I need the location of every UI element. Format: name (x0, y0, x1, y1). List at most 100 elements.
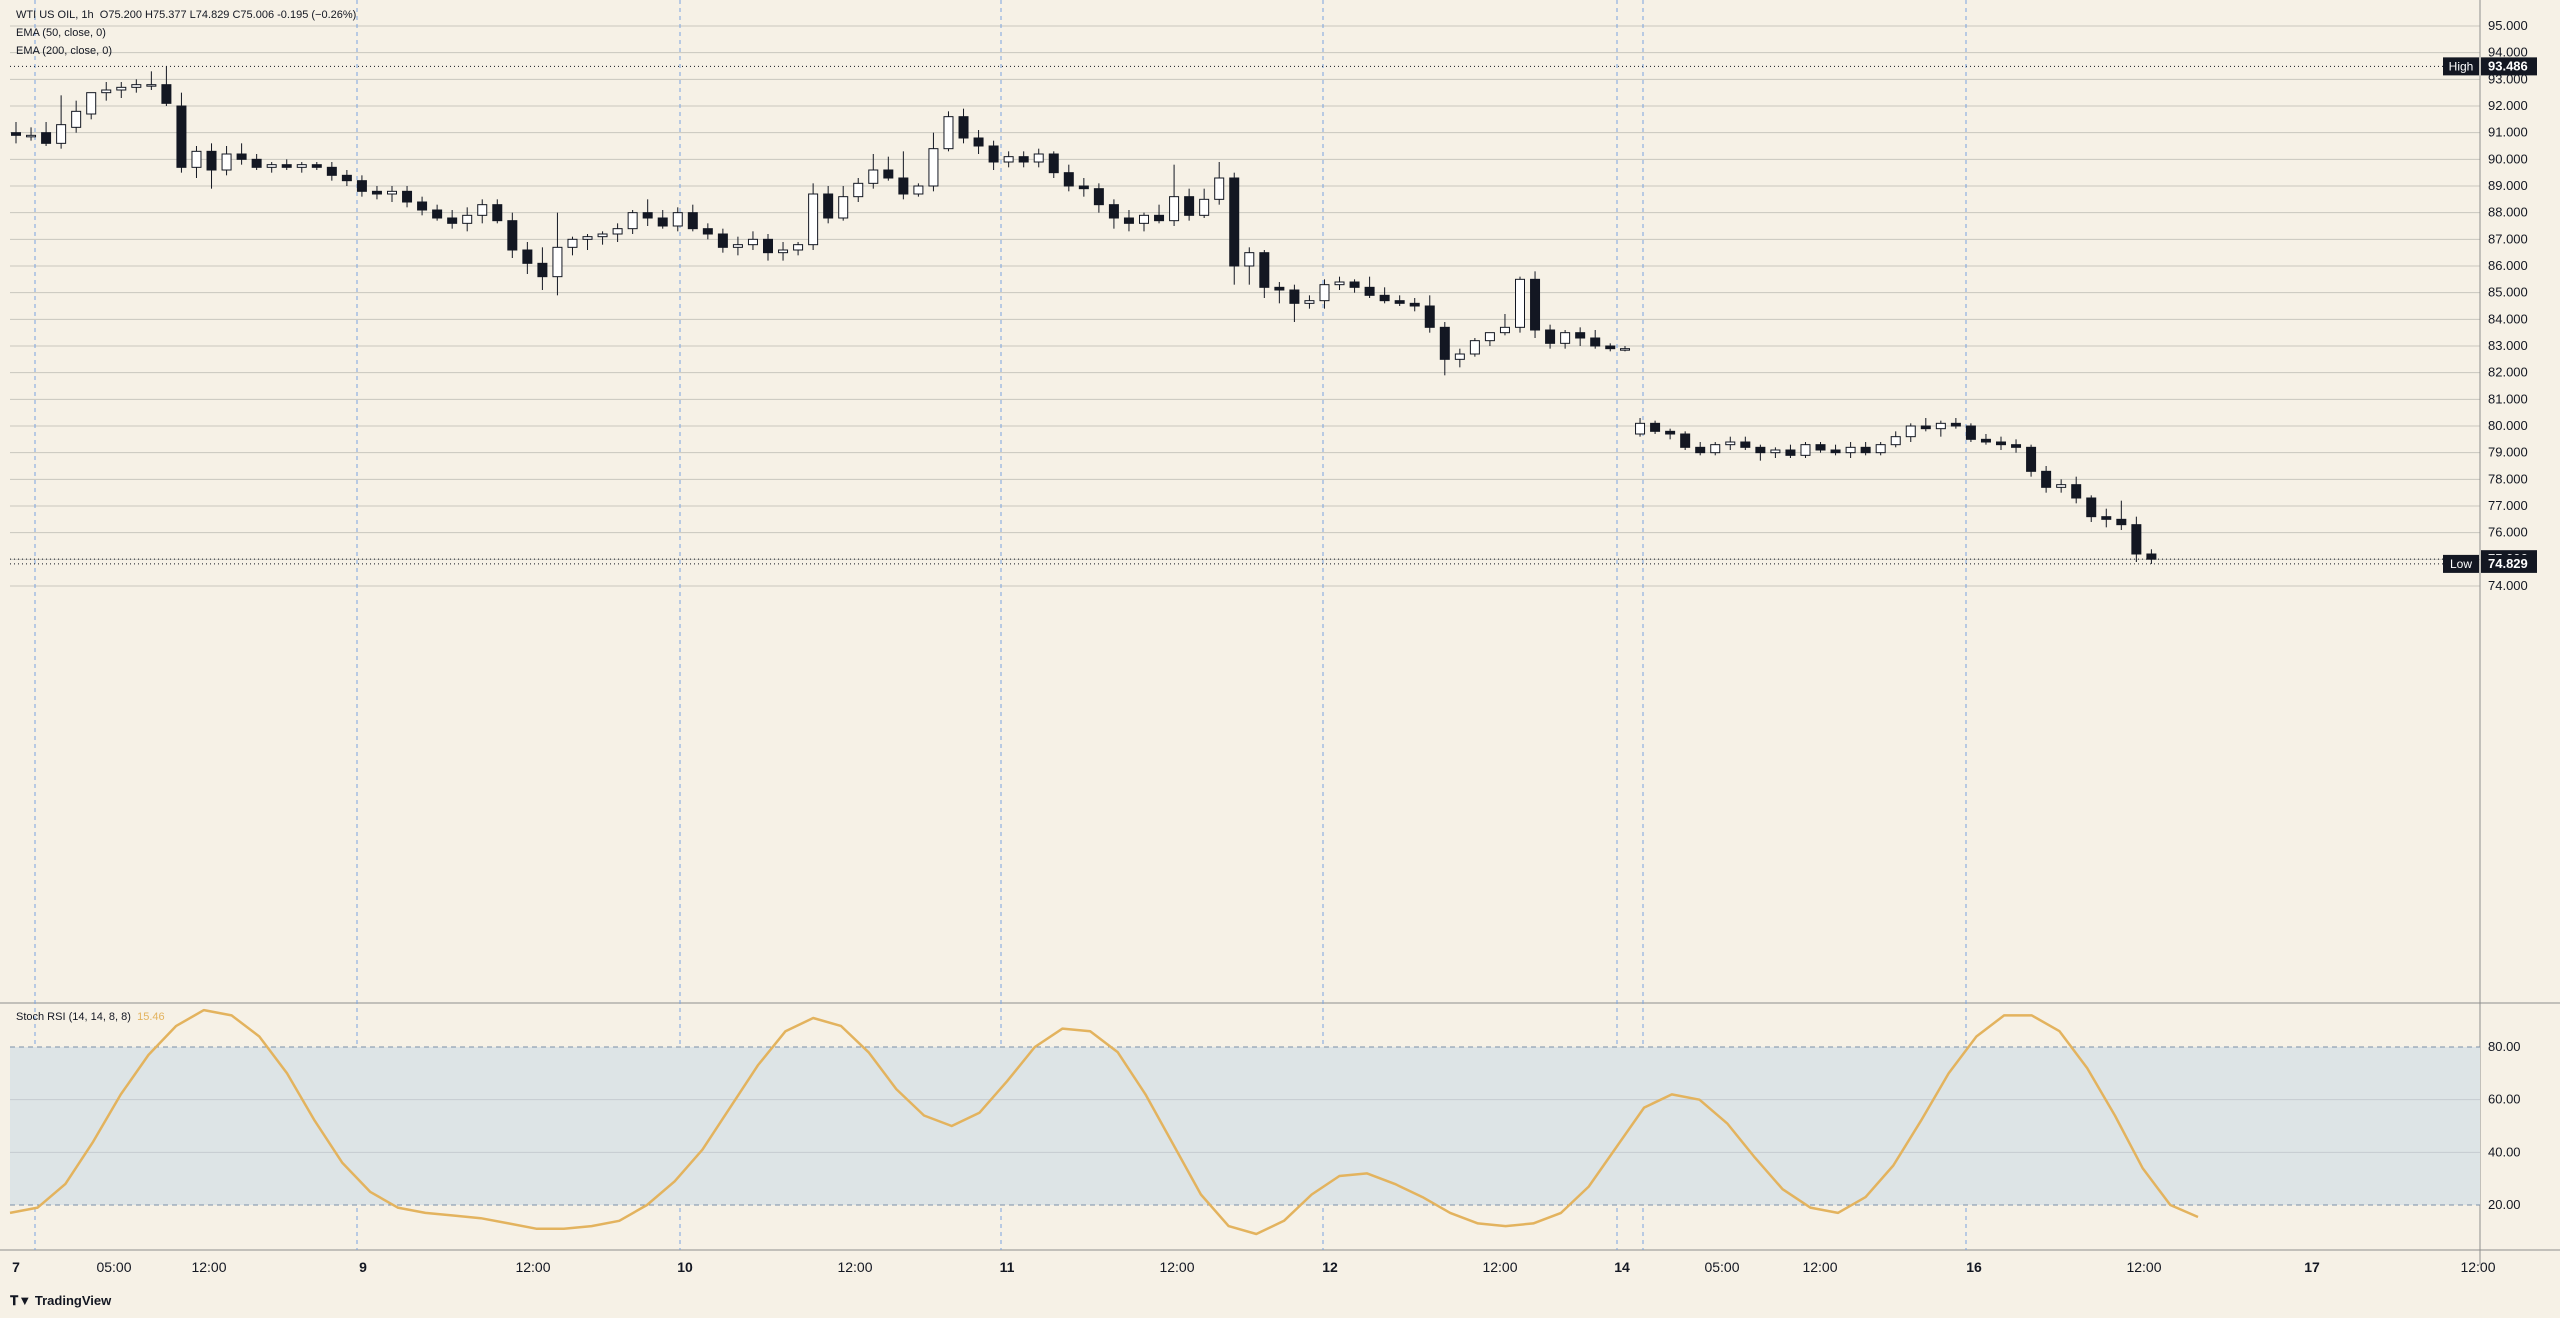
time-tick-label: 12:00 (2460, 1259, 2495, 1275)
candle-up (1725, 441, 1736, 446)
candle-down (958, 116, 969, 139)
candle-down (2086, 497, 2097, 518)
candle-down (236, 153, 247, 160)
candle-up (793, 244, 804, 251)
candle-down (1665, 430, 1676, 435)
symbol-title[interactable]: WTI US OIL, 1h O75.200 H75.377 L74.829 C… (16, 9, 356, 21)
tradingview-logo[interactable]: 𝐓▼ TradingView (10, 1293, 111, 1309)
time-tick-label: 12:00 (1482, 1259, 1517, 1275)
candle-down (1409, 302, 1420, 307)
time-tick-label: 12:00 (2126, 1259, 2161, 1275)
candle-down (1108, 204, 1119, 219)
candle-down (2146, 553, 2157, 560)
candle-up (1935, 422, 1946, 430)
candle-up (597, 233, 608, 238)
candle-down (507, 220, 518, 251)
price-tick-label: 91.000 (2488, 125, 2528, 140)
candle-down (973, 137, 984, 147)
candle-up (191, 150, 202, 168)
price-tick-label: 89.000 (2488, 178, 2528, 193)
stoch-rsi-legend[interactable]: Stoch RSI (14, 14, 8, 8) 15.46 (16, 1011, 165, 1023)
candle-down (1364, 286, 1375, 296)
candle-down (1154, 214, 1165, 222)
candle-down (41, 132, 52, 144)
candle-up (612, 228, 623, 235)
candle-up (1469, 340, 1480, 355)
candle-up (1139, 214, 1149, 224)
candle-up (627, 212, 638, 230)
candle-up (26, 134, 37, 138)
candle-down (717, 233, 728, 248)
time-axis[interactable]: 7 05:00 12:00 9 12:00 10 12:00 11 12:00 12 12:00 14… (12, 1259, 2496, 1275)
candle-down (447, 217, 458, 224)
time-tick-label: 05:00 (96, 1259, 131, 1275)
candle-up (672, 212, 683, 227)
low-marker-value-label: 74.829 (2488, 556, 2528, 571)
candle-down (883, 169, 894, 179)
time-tick-label: 9 (359, 1259, 367, 1275)
candle-up (1334, 281, 1345, 286)
candle-down (1680, 433, 1691, 448)
candle-down (1950, 422, 1961, 427)
ema200-indicator-label[interactable]: EMA (200, close, 0) (16, 45, 112, 57)
candle-down (763, 238, 773, 254)
candle-up (808, 193, 819, 246)
time-tick-label: 7 (12, 1259, 20, 1275)
price-tick-label: 84.000 (2488, 311, 2528, 326)
time-tick-label: 12:00 (837, 1259, 872, 1275)
price-tick-label: 86.000 (2488, 258, 2528, 273)
high-marker-value-label: 93.486 (2488, 58, 2528, 73)
candle-up (2056, 484, 2067, 488)
time-tick-label: 12:00 (1802, 1259, 1837, 1275)
candle-up (71, 110, 82, 128)
rsi-tick-label: 80.00 (2488, 1039, 2521, 1054)
candle-up (853, 182, 864, 198)
candle-down (1274, 286, 1285, 291)
candle-down (687, 212, 698, 230)
candle-up (146, 84, 157, 87)
candle-down (2011, 444, 2022, 448)
candle-down (371, 190, 382, 195)
candle-down (2131, 524, 2142, 555)
candle-up (1319, 284, 1330, 302)
candle-down (2041, 470, 2052, 488)
ema50-indicator-label[interactable]: EMA (50, close, 0) (16, 27, 106, 39)
candlestick-series[interactable] (11, 66, 2157, 564)
price-axis[interactable]: 95.00094.00093.00092.00091.00090.00089.0… (2488, 18, 2528, 593)
stoch-rsi-line[interactable] (9, 1008, 2199, 1236)
candle-down (11, 132, 21, 136)
price-tick-label: 88.000 (2488, 205, 2528, 220)
candle-down (311, 164, 322, 168)
candle-up (1800, 444, 1811, 456)
candle-down (1695, 446, 1706, 454)
price-tick-label: 78.000 (2488, 471, 2528, 486)
candle-down (356, 180, 367, 192)
time-tick-label: 05:00 (1704, 1259, 1739, 1275)
candle-up (101, 89, 112, 94)
candle-down (1424, 305, 1435, 328)
candle-down (1063, 172, 1074, 187)
price-tick-label: 81.000 (2488, 391, 2528, 406)
time-tick-label: 12:00 (1159, 1259, 1194, 1275)
rsi-axis[interactable]: 80.00 60.00 40.00 20.00 (2488, 1039, 2521, 1212)
candle-down (1349, 281, 1360, 288)
candle-down (1048, 153, 1059, 174)
candle-up (1244, 252, 1255, 267)
candle-down (657, 217, 668, 227)
candle-up (1515, 278, 1525, 328)
candle-up (1499, 326, 1510, 334)
candle-down (1785, 449, 1796, 456)
candle-down (823, 193, 834, 219)
high-marker-tag (2443, 57, 2479, 76)
candle-down (1259, 252, 1270, 288)
rsi-tick-label: 40.00 (2488, 1144, 2521, 1159)
oversold-overbought-band (10, 1047, 2480, 1205)
candle-up (1845, 446, 1856, 454)
candle-up (1635, 422, 1646, 435)
candle-up (116, 86, 127, 91)
candle-down (432, 209, 443, 219)
price-tick-label: 76.000 (2488, 525, 2528, 540)
candle-down (402, 190, 413, 203)
